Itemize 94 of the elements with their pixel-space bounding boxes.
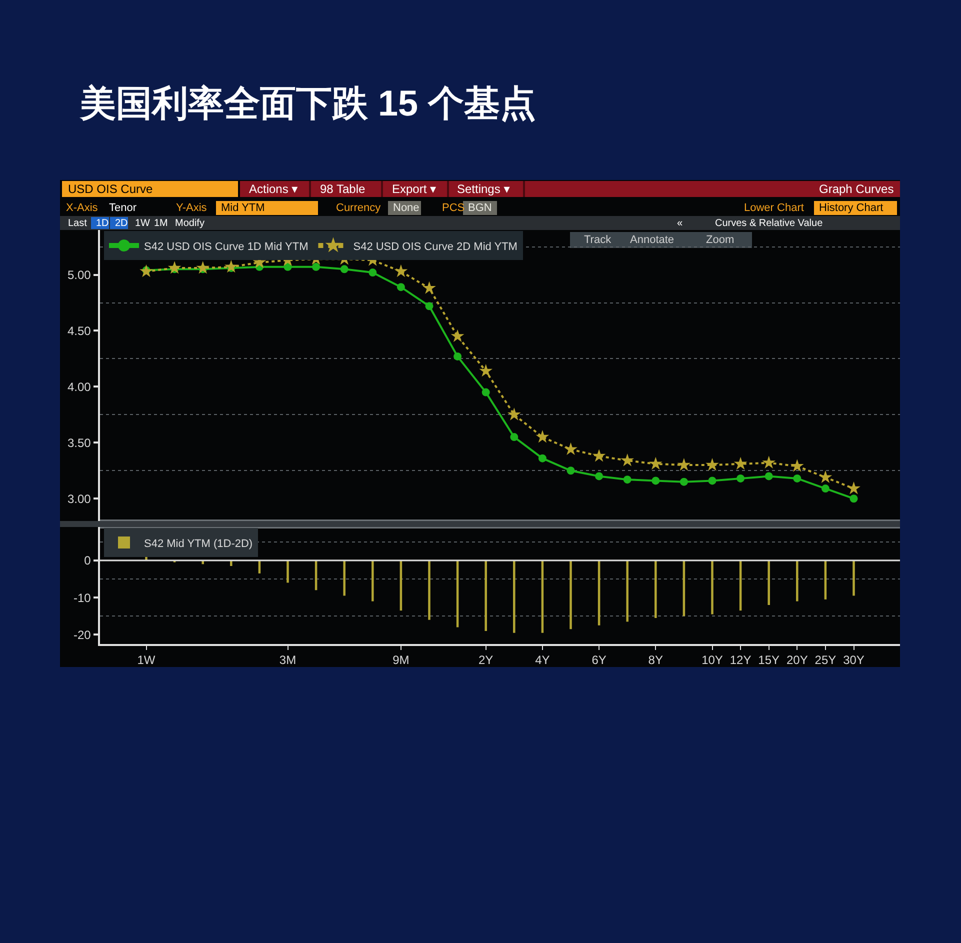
text: Y-Axis [176,202,208,214]
point [762,456,776,468]
point [793,474,802,482]
y-tick-label: 4.50 [67,324,92,338]
text: Graph Curves [819,182,894,196]
text: Curves & Relative Value [715,218,824,229]
point [340,265,348,274]
x-tick-label: 9M [392,653,410,668]
text: « [677,218,683,229]
point [736,474,745,482]
text: 98 Table [320,182,366,196]
x-tick-label: 10Y [702,653,723,668]
y-tick-label: -20 [74,628,92,642]
point [620,454,634,466]
legend-label: S42 Mid YTM (1D-2D) [144,538,253,550]
text: Settings ▾ [457,182,510,196]
legend-label: S42 USD OIS Curve 2D Mid YTM [353,240,518,253]
annotation: Track [584,234,612,246]
text: Tenor [109,202,137,214]
point [708,476,716,485]
point [623,476,632,484]
x-tick-label: 30Y [843,653,864,668]
x-tick-label: 4Y [535,653,550,668]
legend-label: S42 USD OIS Curve 1D Mid YTM [144,240,308,253]
x-tick-label: 15Y [758,653,780,668]
point [168,261,182,274]
y-tick-label: 3.00 [67,492,92,506]
text: 1M [154,218,168,229]
point [706,458,719,471]
text: Last [68,218,88,229]
chart-title: 美国利率全面下跌 15 个基点 [79,82,536,124]
point [677,458,691,471]
point [396,283,405,292]
x-tick-label: 1W [137,653,156,668]
y-tick-label: 0 [84,554,92,568]
y-tick-label: 4.00 [67,380,92,394]
point [368,268,377,277]
point [479,364,493,377]
point [425,302,434,310]
text: BGN [468,202,492,214]
point [818,470,832,484]
point [652,476,660,485]
point [510,433,518,442]
point [592,449,606,462]
point [564,442,578,456]
text: None [393,202,420,214]
x-tick-label: 8Y [648,653,663,668]
x-tick-label: 2Y [478,653,494,668]
y-tick-label: 3.50 [67,436,92,450]
point [566,466,575,475]
text: USD OIS Curve [68,182,154,196]
point [790,459,804,472]
annotation: Annotate [630,234,674,246]
text: X-Axis [66,202,98,214]
text: Mid YTM [221,202,265,214]
x-tick-label: 6Y [592,653,606,668]
text: PCS [442,202,465,214]
point [140,264,153,278]
text: 2D [115,218,128,229]
point [764,472,773,480]
point [648,456,662,470]
point [454,352,462,360]
point [312,262,320,271]
annotation: Zoom [706,234,734,246]
text: Actions ▾ [249,182,298,196]
point [507,408,521,420]
point [224,260,238,273]
point [538,454,546,462]
point [422,281,436,294]
text: Currency [336,202,382,214]
point [450,329,464,342]
point [680,478,688,486]
x-tick-label: 25Y [814,653,836,668]
text: Modify [175,218,204,229]
point [482,388,490,396]
point [536,430,550,443]
point [196,261,210,274]
text: History Chart [819,202,884,214]
text: 1W [135,218,151,229]
text: Export ▾ [392,182,436,196]
point [850,494,858,503]
x-tick-label: 20Y [786,653,808,668]
point [847,482,860,494]
x-tick-label: 3M [279,653,296,668]
text: Lower Chart [744,202,804,214]
point [394,264,408,278]
y-tick-label: 5.00 [67,268,92,282]
point [734,456,748,470]
text: 1D [96,218,109,229]
x-tick-label: 12Y [730,653,752,668]
point [284,262,292,271]
point [595,472,604,480]
y-tick-label: -10 [74,590,92,605]
point [821,484,830,493]
